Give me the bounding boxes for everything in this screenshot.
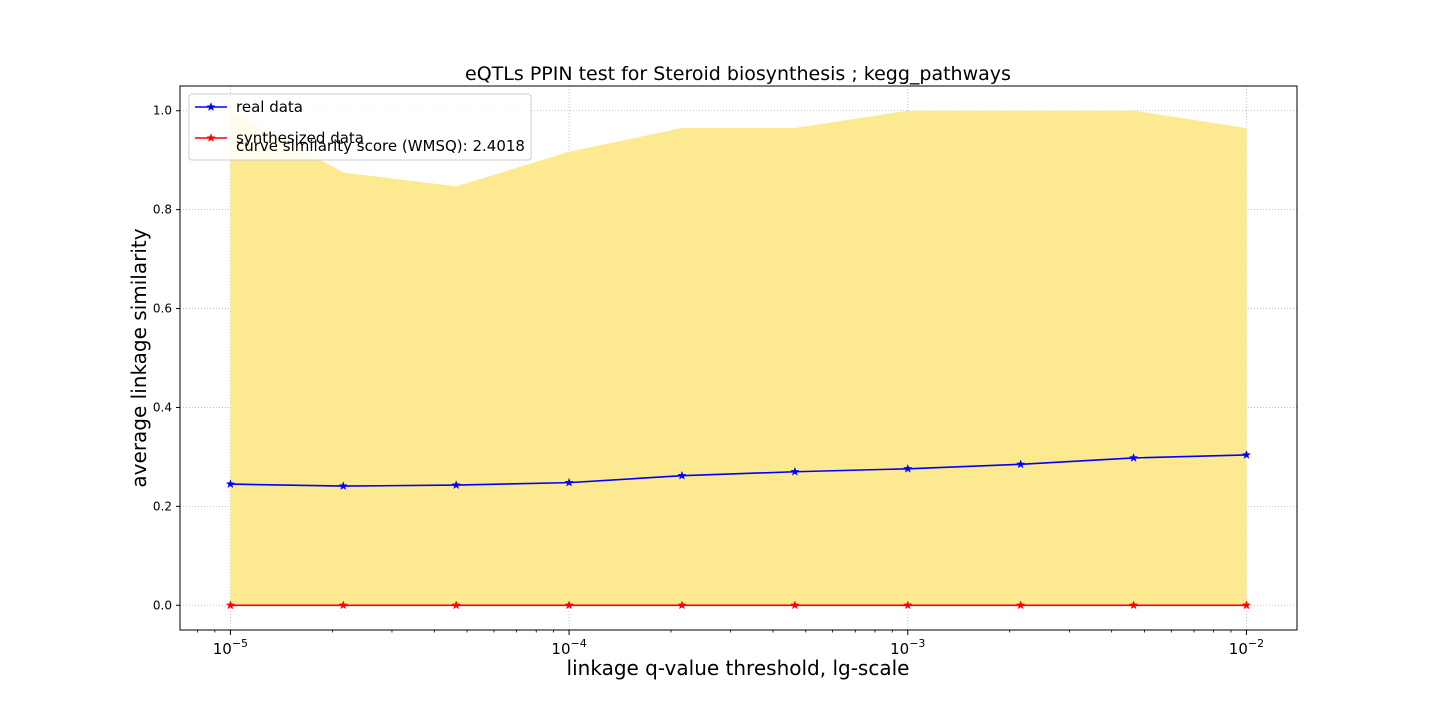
y-tick-label: 1.0 bbox=[153, 104, 172, 118]
series-point-0 bbox=[338, 481, 348, 491]
y-tick-label: 0.4 bbox=[153, 400, 172, 414]
y-tick-label: 0.0 bbox=[153, 598, 172, 612]
y-axis-label: average linkage similarity bbox=[127, 228, 151, 487]
series-point-0 bbox=[903, 463, 913, 473]
series-point-1 bbox=[338, 600, 348, 610]
legend-marker-1 bbox=[206, 133, 216, 143]
y-tick-label: 0.2 bbox=[153, 499, 172, 513]
series-point-0 bbox=[1241, 449, 1252, 459]
legend-marker-0 bbox=[206, 102, 216, 112]
x-axis-label: linkage q-value threshold, lg-scale bbox=[567, 656, 910, 680]
legend-label-0: real data bbox=[236, 98, 303, 116]
series-point-1 bbox=[451, 600, 461, 610]
series-point-0 bbox=[1015, 459, 1026, 469]
y-tick-label: 0.6 bbox=[153, 302, 172, 316]
y-tick-label: 0.8 bbox=[153, 203, 172, 217]
x-tick-label: 10−4 bbox=[551, 637, 586, 658]
series-line-0 bbox=[230, 454, 1247, 487]
series-point-1 bbox=[1128, 600, 1139, 610]
series-point-1 bbox=[1015, 600, 1026, 610]
legend-score-text: curve similarity score (WMSQ): 2.4018 bbox=[236, 137, 525, 155]
series-point-0 bbox=[790, 466, 800, 476]
legend-box bbox=[188, 93, 532, 161]
series-point-1 bbox=[564, 600, 574, 610]
axes: 0.0 0.2 0.4 0.6 0.8 1.0 10−5 10−4 10−3 10−2 bbox=[153, 85, 1298, 658]
series-point-0 bbox=[677, 470, 687, 480]
range-band-area bbox=[230, 110, 1247, 606]
range-band bbox=[230, 110, 1247, 606]
series-point-1 bbox=[1241, 600, 1252, 610]
series-point-0 bbox=[451, 480, 461, 490]
series-point-0 bbox=[225, 479, 236, 489]
x-tick-label: 10−2 bbox=[1229, 637, 1264, 658]
series-point-1 bbox=[677, 600, 687, 610]
legend-label-1: synthesized data bbox=[236, 129, 364, 147]
series-lines bbox=[225, 449, 1252, 610]
x-tick-label: 10−5 bbox=[213, 637, 248, 658]
chart-title: eQTLs PPIN test for Steroid biosynthesis… bbox=[465, 63, 1011, 85]
series-point-1 bbox=[225, 600, 236, 610]
series-point-1 bbox=[790, 600, 800, 610]
series-point-0 bbox=[1128, 452, 1139, 462]
series-point-0 bbox=[564, 477, 574, 487]
x-tick-label: 10−3 bbox=[890, 637, 925, 658]
plot-frame bbox=[179, 85, 1298, 631]
series-point-1 bbox=[903, 600, 913, 610]
